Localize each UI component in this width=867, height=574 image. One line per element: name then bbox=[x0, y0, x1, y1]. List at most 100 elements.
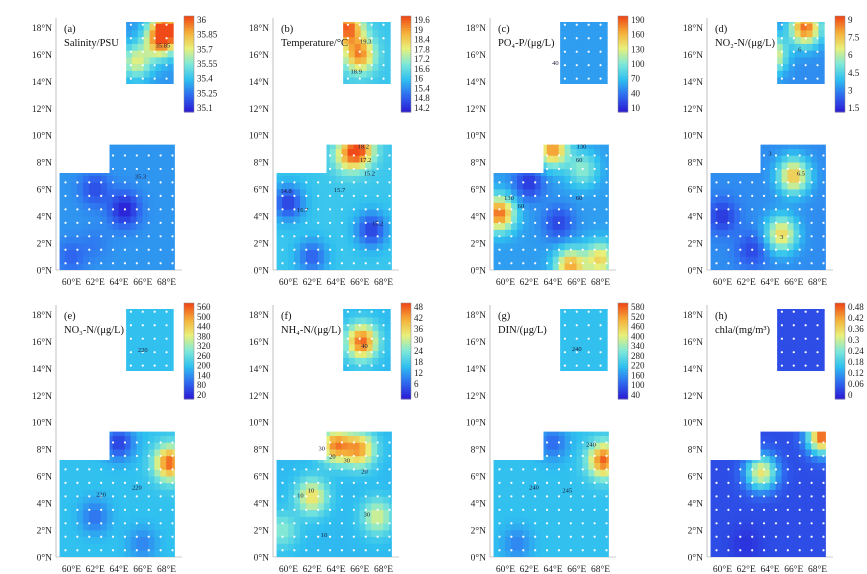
heat-cell bbox=[276, 489, 283, 497]
heat-cell bbox=[155, 70, 163, 78]
heat-cell bbox=[546, 462, 554, 470]
heat-cell bbox=[282, 435, 289, 443]
heat-cell bbox=[77, 496, 84, 504]
heat-cell bbox=[124, 229, 132, 237]
sample-point bbox=[786, 495, 789, 498]
sample-point bbox=[328, 481, 332, 484]
heat-cell bbox=[149, 310, 157, 318]
sample-point bbox=[293, 235, 296, 238]
heat-cell bbox=[83, 549, 90, 558]
heat-cell bbox=[594, 482, 601, 490]
sample-point bbox=[135, 181, 138, 184]
heat-cell bbox=[282, 536, 289, 544]
heat-cell bbox=[371, 496, 378, 504]
heat-cell bbox=[757, 475, 765, 484]
colorbar-segment bbox=[401, 389, 411, 393]
sample-point bbox=[810, 535, 813, 538]
heat-cell bbox=[167, 43, 174, 51]
heat-cell bbox=[594, 462, 601, 470]
heat-cell bbox=[745, 144, 753, 150]
colorbar-segment bbox=[184, 59, 194, 63]
colorbar-segment bbox=[184, 20, 194, 24]
heat-cell bbox=[366, 70, 374, 78]
sample-point bbox=[715, 194, 718, 197]
sample-point bbox=[159, 522, 162, 525]
heat-cell bbox=[793, 489, 801, 497]
heat-cell bbox=[799, 229, 806, 237]
heat-cell bbox=[383, 509, 390, 517]
heat-cell bbox=[757, 262, 765, 271]
heat-cell bbox=[793, 155, 801, 163]
heat-cell bbox=[517, 482, 524, 490]
heat-cell bbox=[793, 262, 801, 271]
heat-cell bbox=[800, 22, 808, 24]
heat-cell bbox=[794, 70, 802, 78]
heat-cell bbox=[546, 523, 554, 531]
heat-cell bbox=[799, 222, 806, 230]
heat-cell bbox=[793, 249, 801, 257]
heat-cell bbox=[160, 256, 167, 264]
heat-cell bbox=[739, 462, 747, 470]
heat-cell bbox=[354, 43, 362, 51]
sample-point bbox=[605, 481, 608, 484]
heat-cell bbox=[329, 256, 337, 264]
heat-cell bbox=[734, 202, 741, 210]
heat-cell bbox=[522, 502, 530, 511]
colorbar-segment bbox=[401, 92, 411, 96]
heat-cell bbox=[59, 144, 66, 150]
heat-cell bbox=[800, 56, 808, 65]
heat-cell bbox=[329, 236, 337, 244]
heat-cell bbox=[88, 442, 96, 450]
heat-cell bbox=[282, 242, 289, 251]
sample-point bbox=[141, 351, 144, 354]
heat-cell bbox=[136, 442, 144, 450]
heat-cell bbox=[378, 56, 386, 65]
heat-cell bbox=[276, 442, 283, 450]
sample-point bbox=[76, 248, 79, 251]
heat-cell bbox=[745, 529, 753, 538]
heat-cell bbox=[552, 236, 560, 244]
heat-cell bbox=[136, 536, 144, 544]
heat-cell bbox=[167, 350, 174, 358]
sample-point bbox=[563, 64, 566, 67]
heat-cell bbox=[564, 215, 572, 224]
heat-cell bbox=[745, 549, 753, 558]
heat-cell bbox=[570, 469, 578, 477]
heat-cell bbox=[124, 168, 132, 176]
sample-point bbox=[165, 23, 168, 26]
heat-cell bbox=[818, 70, 825, 78]
sample-point bbox=[816, 37, 819, 40]
heat-cell bbox=[383, 496, 390, 504]
heat-cell bbox=[172, 549, 175, 558]
heat-cell bbox=[311, 144, 319, 150]
heat-cell bbox=[558, 523, 566, 531]
heat-cell bbox=[161, 337, 169, 345]
heat-cell bbox=[124, 502, 132, 511]
heat-cell bbox=[166, 431, 173, 437]
heat-cell bbox=[124, 489, 132, 497]
heat-cell bbox=[739, 229, 747, 237]
heat-cell bbox=[812, 63, 820, 71]
colorbar-segment bbox=[184, 73, 194, 77]
heat-cell bbox=[570, 155, 578, 163]
sample-point bbox=[76, 468, 79, 471]
sample-point bbox=[305, 508, 308, 511]
heat-cell bbox=[360, 50, 368, 58]
heat-cell bbox=[360, 36, 368, 44]
sample-point bbox=[382, 351, 385, 354]
sample-point bbox=[739, 549, 742, 552]
sample-point bbox=[774, 154, 778, 157]
heat-cell bbox=[100, 516, 108, 524]
sample-point bbox=[715, 522, 718, 525]
inset-field bbox=[777, 22, 825, 85]
heat-cell bbox=[160, 529, 167, 538]
heat-cell bbox=[793, 455, 801, 463]
heat-cell bbox=[353, 469, 361, 477]
sample-point bbox=[510, 248, 513, 251]
heat-cell bbox=[130, 496, 138, 504]
sample-point bbox=[153, 50, 156, 53]
heat-cell bbox=[787, 462, 795, 470]
heat-cell bbox=[148, 543, 155, 551]
heat-cell bbox=[546, 148, 554, 156]
heat-cell bbox=[745, 543, 753, 551]
